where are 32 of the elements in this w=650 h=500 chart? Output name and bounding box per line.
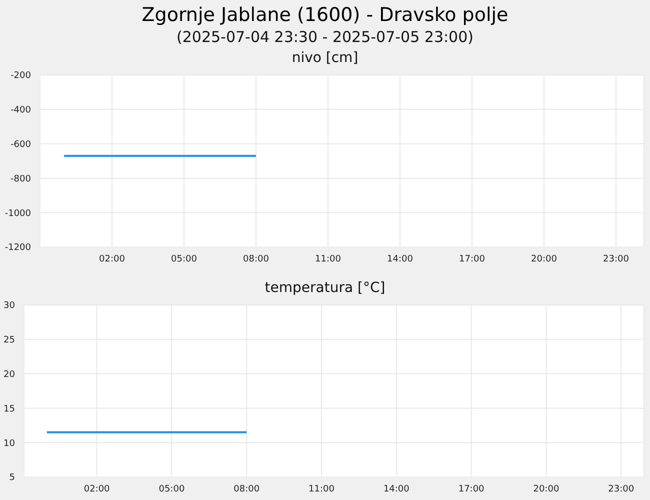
y-tick-label: 25 [4,336,15,346]
y-tick-label: 10 [4,438,16,449]
x-tick-label: 05:00 [158,484,185,494]
text: Zgornje Jablane (1600) - Dravsko polje [140,3,510,28]
x-tick-label: 14:00 [387,254,414,264]
y-tick-label: 20 [4,370,16,380]
x-tick-label: 17:00 [458,484,485,494]
y-tick-label: -600 [10,140,32,150]
x-tick-label: 11:00 [308,484,335,494]
x-tick-label: 02:00 [99,254,126,264]
y-tick-label: -1000 [4,208,32,219]
y-tick-label: -200 [10,71,32,82]
y-tick-label: -800 [10,174,32,184]
y-tick-label: 30 [4,301,16,312]
x-tick-label: 08:00 [234,484,260,494]
chart-title: nivo [cm] [290,49,360,68]
x-tick-label: 23:00 [608,484,634,494]
x-tick-label: 08:00 [243,254,270,264]
x-tick-label: 17:00 [459,254,486,264]
x-tick-label: 02:00 [84,484,110,494]
y-tick-label: 5 [9,473,15,484]
x-tick-label: 20:00 [533,484,560,494]
y-tick-label: -400 [10,106,32,116]
x-tick-label: 20:00 [531,254,558,264]
chart-title: temperatura [°C] [264,279,386,298]
x-tick-label: 14:00 [383,484,410,494]
text: (2025-07-04 23:30 - 2025-07-05 23:00) [176,28,474,46]
x-tick-label: 23:00 [603,254,630,264]
y-tick-label: 15 [4,404,15,414]
y-tick-label: -1200 [4,243,32,254]
x-tick-label: 11:00 [315,254,342,264]
x-tick-label: 05:00 [171,254,198,264]
